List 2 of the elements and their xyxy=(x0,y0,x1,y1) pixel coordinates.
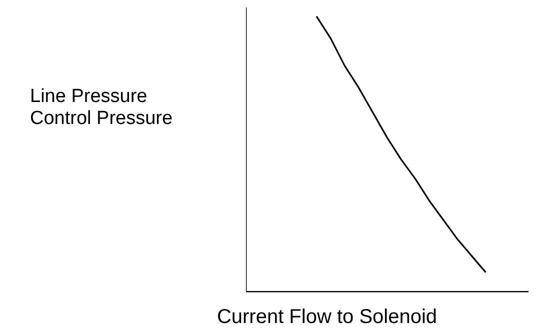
y-axis-title: Line Pressure Control Pressure xyxy=(30,86,173,130)
x-axis-title: Current Flow to Solenoid xyxy=(216,306,438,329)
